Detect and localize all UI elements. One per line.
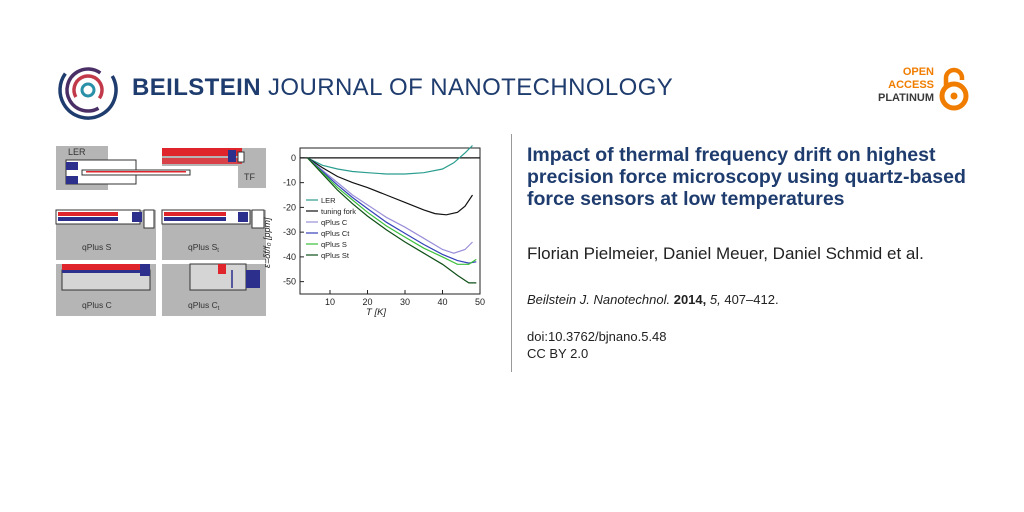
series-line-qplus-c [307,157,473,254]
legend-label: tuning fork [321,207,356,216]
x-tick-label: 20 [362,297,372,307]
y-axis-label: ε=δf/f₀ [ppm] [262,217,272,268]
series-line-tuning-fork [307,157,473,216]
vertical-divider [511,134,512,372]
panel-label-qplus-c: qPlus C [82,300,112,310]
x-tick-label: 30 [400,297,410,307]
qplus-st-panel: qPlus St [161,209,266,260]
qplus-ct-panel: qPlus Ct [162,263,266,316]
doi-link[interactable]: doi:10.3762/bjnano.5.48 [527,329,667,344]
qplus-s-panel: qPlus S [55,209,156,260]
y-tick-label: -50 [283,277,296,287]
graphical-abstract: LER TF qPlus S qPlus St qPlus C [55,145,485,318]
legend-label: qPlus Ct [321,229,350,238]
qplus-c-panel: qPlus C [56,264,156,316]
y-tick-label: -10 [283,178,296,188]
beilstein-logo-icon [58,60,118,120]
panel-label-qplus-ct: qPlus Ct [188,300,220,312]
series-line-qplus-s [307,157,477,265]
frequency-drift-chart: 10 20 30 40 50 0 -10 -20 -30 -40 -50 LER tuning for… [262,145,485,318]
legend-label: LER [321,196,336,205]
ler-panel: LER [56,146,191,190]
y-tick-label: 0 [291,153,296,163]
open-access-label: OPEN ACCESS PLATINUM [877,66,934,104]
panel-label-qplus-st: qPlus St [188,242,219,254]
journal-name: BEILSTEIN JOURNAL OF NANOTECHNOLOGY [132,74,674,101]
x-axis-label: T [K] [366,307,386,318]
panel-label-qplus-s: qPlus S [82,242,112,252]
tf-panel: TF [162,148,266,188]
x-tick-label: 10 [325,297,335,307]
legend-label: qPlus C [321,218,348,227]
license: CC BY 2.0 [527,346,589,361]
panel-label-ler: LER [68,147,86,157]
series-line-qplus-st [307,157,477,284]
article-title[interactable]: Impact of thermal frequency drift on hig… [527,144,966,210]
y-tick-label: -30 [283,227,296,237]
x-tick-label: 50 [475,297,485,307]
legend-label: qPlus S [321,240,347,249]
series-line-ler [307,145,473,175]
open-lock-icon [939,67,969,111]
x-tick-label: 40 [437,297,447,307]
legend-label: qPlus St [321,251,350,260]
y-tick-label: -20 [283,202,296,212]
article-authors: Florian Pielmeier, Daniel Meuer, Daniel … [527,244,924,263]
panel-label-tf: TF [244,172,255,182]
citation: Beilstein J. Nanotechnol. 2014, 5, 407–4… [527,292,779,307]
y-tick-label: -40 [283,252,296,262]
series-line-qplus-ct [307,157,477,264]
